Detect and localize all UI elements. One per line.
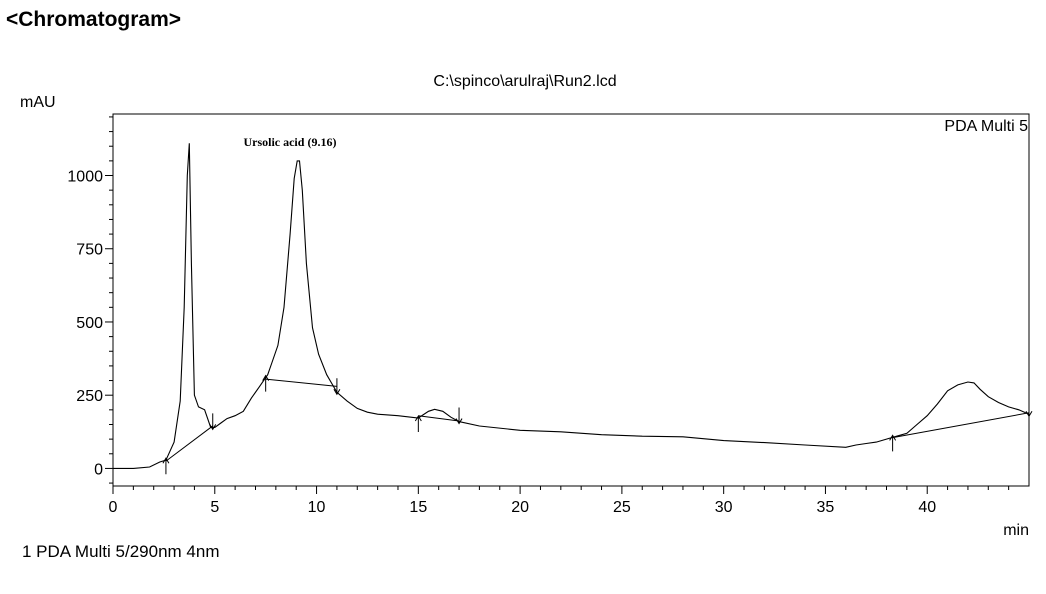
y-tick-label: 500 <box>76 315 103 332</box>
x-tick-label: 0 <box>109 499 118 516</box>
x-axis-label: min <box>1003 522 1029 539</box>
integration-baselines <box>165 378 1030 462</box>
integration-marker <box>1025 400 1033 418</box>
peak-annotations: Ursolic acid (9.16) <box>243 135 336 149</box>
x-tick-label: 40 <box>918 499 936 516</box>
integration-marker <box>455 407 463 425</box>
y-tick-label: 0 <box>94 461 103 478</box>
y-axis-label: mAU <box>20 94 56 111</box>
x-tick-label: 10 <box>308 499 326 516</box>
x-tick-label: 5 <box>210 499 219 516</box>
integration-marker <box>414 415 422 433</box>
integration-markers <box>162 374 1033 475</box>
x-tick-label: 35 <box>817 499 835 516</box>
baseline-segment <box>418 415 460 422</box>
x-tick-label: 20 <box>511 499 529 516</box>
peak-label: Ursolic acid (9.16) <box>243 135 336 149</box>
integration-marker <box>162 457 170 475</box>
chart-title: C:\spinco\arulraj\Run2.lcd <box>433 73 616 90</box>
y-tick-label: 750 <box>76 242 103 259</box>
baseline-segment <box>165 425 214 462</box>
baseline-segment <box>265 378 337 387</box>
x-tick-label: 25 <box>613 499 631 516</box>
page-heading: <Chromatogram> <box>6 8 182 31</box>
detector-label: PDA Multi 5 <box>944 118 1028 135</box>
baseline-segment <box>892 412 1030 439</box>
integration-marker <box>333 378 341 396</box>
y-tick-label: 250 <box>76 388 103 405</box>
y-tick-label: 1000 <box>67 169 103 186</box>
integration-marker <box>889 434 897 452</box>
axes: 0 5 10 15 20 25 30 35 40 0 250 500 750 1000 <box>67 116 1010 516</box>
plot-frame <box>112 113 1030 487</box>
integration-marker <box>209 413 217 431</box>
detector-footnote: 1 PDA Multi 5/290nm 4nm <box>22 542 220 561</box>
integration-marker <box>262 374 270 392</box>
x-tick-label: 15 <box>409 499 427 516</box>
x-tick-label: 30 <box>715 499 733 516</box>
chromatogram-trace <box>113 143 1030 469</box>
